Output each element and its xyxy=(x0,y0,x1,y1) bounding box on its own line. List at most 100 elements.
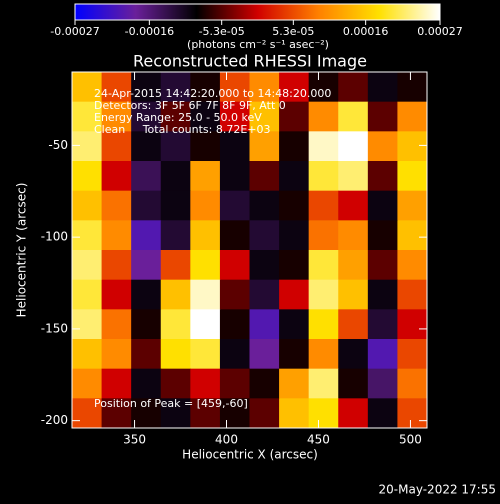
heat-cell xyxy=(219,398,250,429)
heat-cell xyxy=(249,250,280,281)
heat-cell xyxy=(367,220,398,251)
annotation: Detectors: 3F 5F 6F 7F 8F 9F, Att 0 xyxy=(94,99,286,112)
heat-cell xyxy=(131,398,162,429)
heat-cell xyxy=(397,279,428,310)
heat-cell xyxy=(397,190,428,221)
heat-cell xyxy=(397,72,428,103)
heat-cell xyxy=(101,339,132,370)
heat-cell xyxy=(367,101,398,132)
heat-cell xyxy=(72,190,103,221)
heat-cell xyxy=(219,220,250,251)
heat-cell xyxy=(249,398,280,429)
heat-cell xyxy=(279,368,310,399)
colorbar-tick-label: 0.00027 xyxy=(417,25,463,38)
heat-cell xyxy=(338,131,369,162)
y-tick-label: -150 xyxy=(41,321,68,335)
heat-cell xyxy=(131,161,162,192)
heat-cell xyxy=(249,101,280,132)
heat-cell xyxy=(131,190,162,221)
chart-title: Reconstructed RHESSI Image xyxy=(133,52,367,71)
heat-cell xyxy=(219,279,250,310)
heat-cell xyxy=(397,250,428,281)
x-tick-label: 400 xyxy=(215,433,238,447)
heat-cell xyxy=(338,190,369,221)
heat-cell xyxy=(190,279,221,310)
image xyxy=(72,72,428,429)
heat-cell xyxy=(160,190,191,221)
heat-cell xyxy=(249,368,280,399)
heat-cell xyxy=(190,250,221,281)
heat-cell xyxy=(338,161,369,192)
heat-cell xyxy=(308,161,339,192)
heat-cell xyxy=(160,368,191,399)
heat-cell xyxy=(279,250,310,281)
heat-cell xyxy=(338,250,369,281)
heat-cell xyxy=(308,190,339,221)
x-axis-label: Heliocentric X (arcsec) xyxy=(182,448,318,462)
heat-cell xyxy=(72,161,103,192)
heat-cell xyxy=(367,309,398,340)
heat-cell xyxy=(72,368,103,399)
heat-cell xyxy=(219,72,250,103)
heat-cell xyxy=(160,250,191,281)
heat-cell xyxy=(279,101,310,132)
heat-cell xyxy=(397,101,428,132)
heat-cell xyxy=(338,101,369,132)
heat-cell xyxy=(219,250,250,281)
heat-cell xyxy=(72,101,103,132)
heat-cell xyxy=(72,131,103,162)
heat-cell xyxy=(101,309,132,340)
colorbar-tick-label: 5.3e-05 xyxy=(272,25,314,38)
heat-cell xyxy=(219,101,250,132)
heat-cell xyxy=(397,220,428,251)
heat-cell xyxy=(160,101,191,132)
heat-cell xyxy=(308,72,339,103)
heat-cell xyxy=(249,220,280,251)
heat-cell xyxy=(101,190,132,221)
heat-cell xyxy=(308,220,339,251)
heat-cell xyxy=(308,131,339,162)
heat-cell xyxy=(131,368,162,399)
heat-cell xyxy=(397,398,428,429)
colorbar xyxy=(74,3,441,21)
heat-cell xyxy=(131,250,162,281)
heat-cell xyxy=(279,279,310,310)
heat-cell xyxy=(160,398,191,429)
heat-cell xyxy=(190,161,221,192)
heat-cell xyxy=(190,368,221,399)
heat-cell xyxy=(190,309,221,340)
peak-label: Position of Peak = [459,-60] xyxy=(94,397,248,410)
heat-cell xyxy=(367,131,398,162)
heat-cell xyxy=(219,131,250,162)
heat-cell xyxy=(249,131,280,162)
heat-cell xyxy=(131,339,162,370)
heat-cell xyxy=(160,309,191,340)
heat-cell xyxy=(338,220,369,251)
heat-cell xyxy=(160,131,191,162)
heat-cell xyxy=(397,161,428,192)
y-axis-label: Heliocentric Y (arcsec) xyxy=(15,183,29,318)
heat-cell xyxy=(308,368,339,399)
x-tick-label: 350 xyxy=(123,433,146,447)
heat-cell xyxy=(219,161,250,192)
heat-cell xyxy=(101,220,132,251)
heat-cell xyxy=(160,279,191,310)
heat-cell xyxy=(367,250,398,281)
heat-cell xyxy=(279,131,310,162)
heat-cell xyxy=(190,101,221,132)
heat-cell xyxy=(101,279,132,310)
y-tick-label: -50 xyxy=(48,138,68,152)
heat-cell xyxy=(219,368,250,399)
heat-cell xyxy=(367,398,398,429)
annotation: Energy Range: 25.0 - 50.0 keV xyxy=(94,111,262,124)
heat-cell xyxy=(397,368,428,399)
heat-cell xyxy=(279,72,310,103)
heat-cell xyxy=(219,309,250,340)
heat-cell xyxy=(190,190,221,221)
heat-cell xyxy=(131,101,162,132)
heat-cell xyxy=(160,220,191,251)
heat-cell xyxy=(219,190,250,221)
heat-cell xyxy=(190,131,221,162)
heat-cell xyxy=(101,72,132,103)
